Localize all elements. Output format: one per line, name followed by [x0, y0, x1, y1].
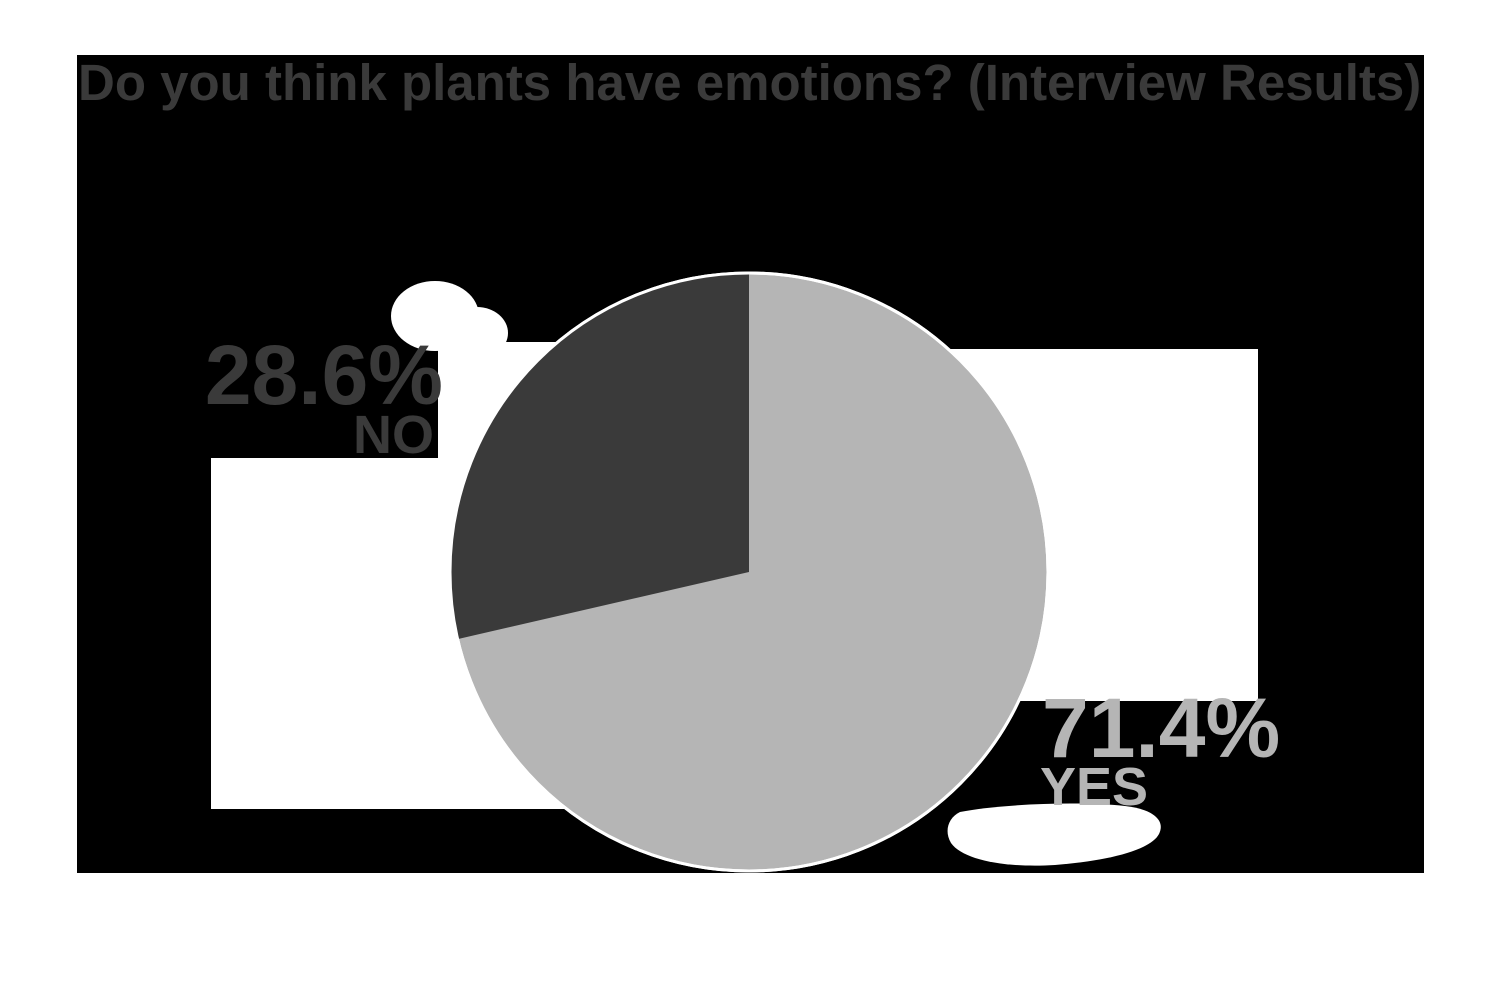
yes-percent-label: 71.4%	[1042, 681, 1281, 775]
decorative-blob-bottom	[947, 803, 1161, 866]
chart-title: Do you think plants have emotions? (Inte…	[78, 54, 1422, 111]
pie-slice-no	[449, 273, 749, 640]
pie-outline	[448, 271, 1050, 873]
yes-label: YES	[1040, 757, 1149, 817]
no-label: NO	[353, 405, 434, 465]
no-percent-label: 28.6%	[204, 328, 443, 422]
